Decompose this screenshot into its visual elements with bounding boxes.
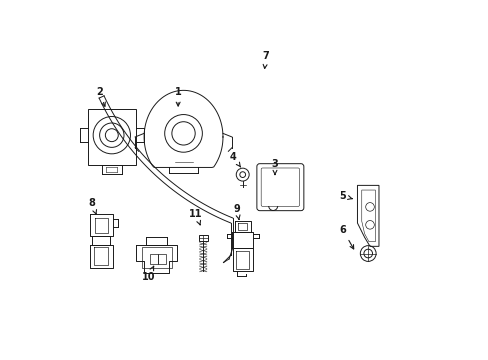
Text: 11: 11 [189, 209, 203, 225]
Text: 9: 9 [233, 204, 240, 220]
Text: 3: 3 [271, 159, 278, 175]
Text: 8: 8 [88, 198, 96, 214]
Text: 4: 4 [229, 152, 240, 167]
Text: 6: 6 [339, 225, 353, 249]
Text: 10: 10 [142, 266, 155, 282]
Text: 2: 2 [96, 87, 105, 106]
Text: 1: 1 [174, 87, 181, 106]
Text: 5: 5 [339, 191, 351, 201]
Text: 7: 7 [262, 51, 269, 68]
